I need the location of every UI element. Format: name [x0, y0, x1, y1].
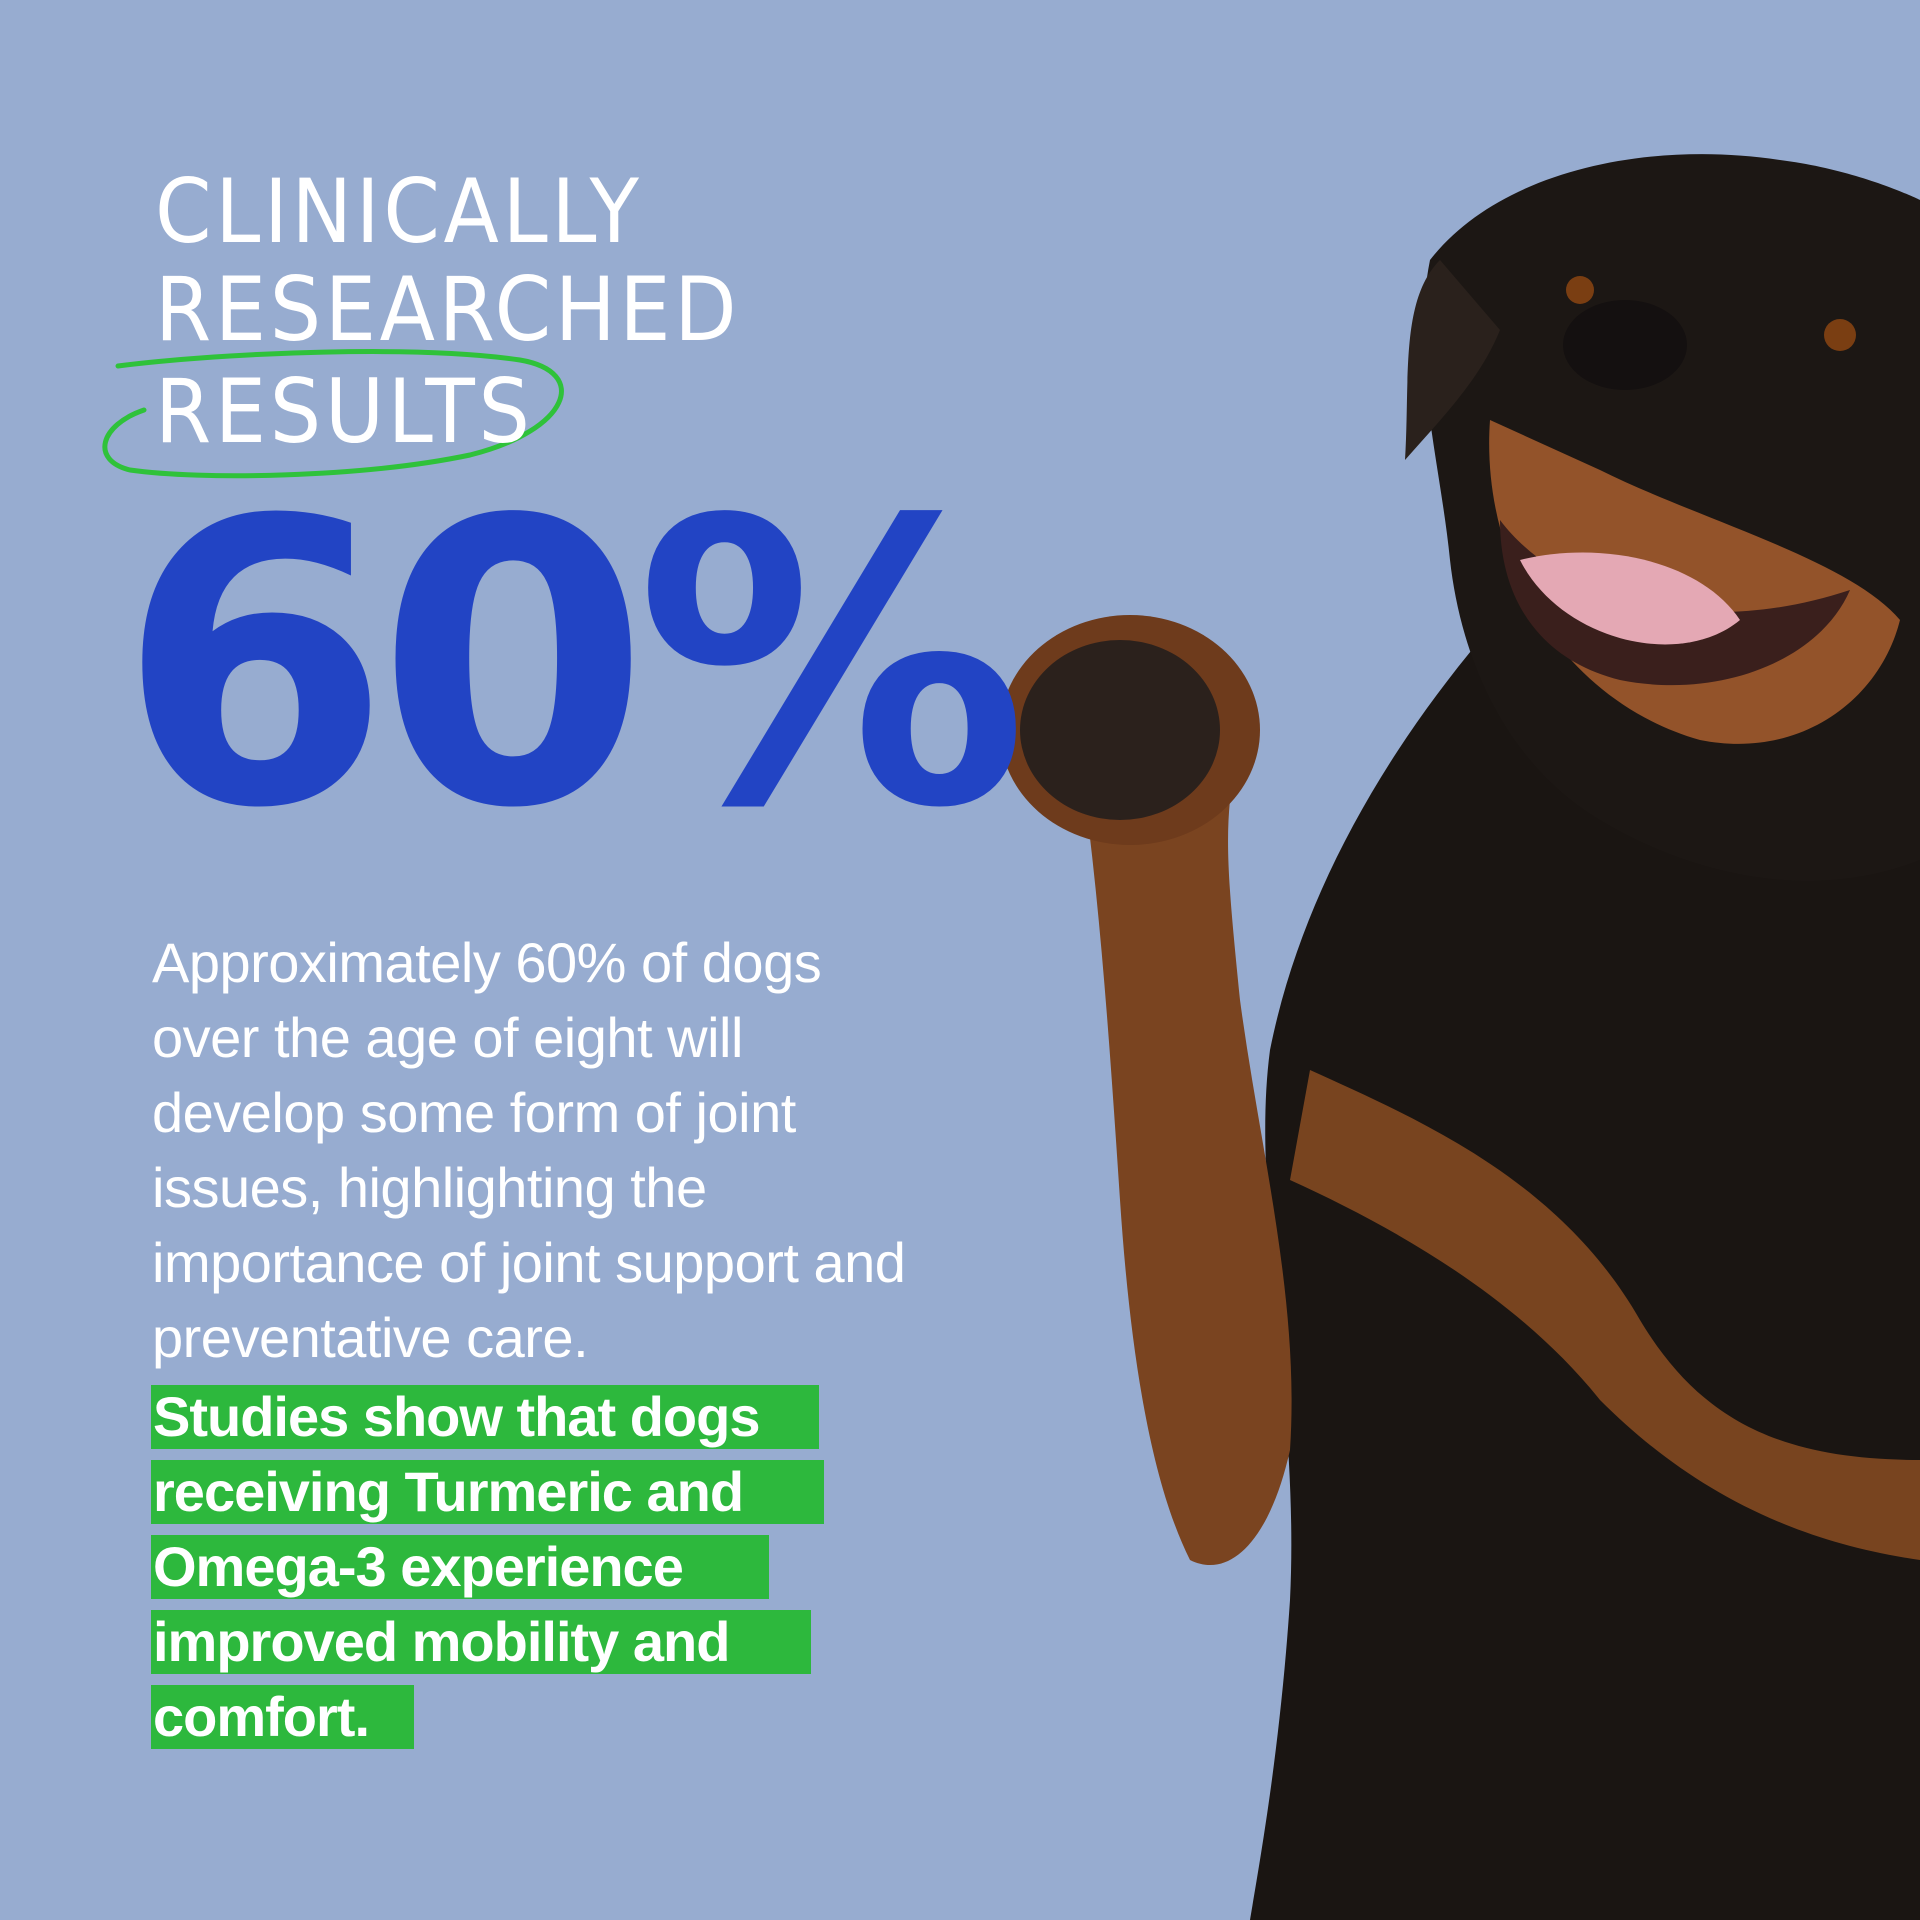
highlight-line-1: Studies show that dogs — [151, 1385, 819, 1449]
highlight-line-4: improved mobility and — [151, 1610, 811, 1674]
headline-line-3: RESULTS — [155, 360, 534, 463]
highlight-line-3: Omega-3 experience — [151, 1535, 769, 1599]
headline-line-2: RESEARCHED — [155, 258, 741, 361]
headline-line-1: CLINICALLY — [155, 160, 643, 263]
stat-percentage: 60% — [118, 438, 1028, 894]
body-paragraph: Approximately 60% of dogs over the age o… — [152, 931, 906, 1369]
results-circle-marker — [102, 349, 564, 479]
highlight-line-2: receiving Turmeric and — [151, 1460, 824, 1524]
highlight-line-5: comfort. — [151, 1685, 414, 1749]
